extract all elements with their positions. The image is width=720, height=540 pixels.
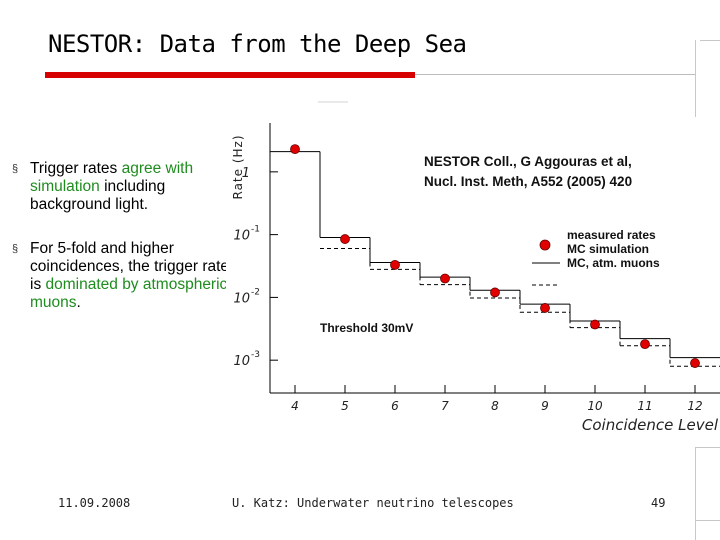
- measured-rate-point: [640, 339, 650, 350]
- x-tick-label: 8: [491, 399, 499, 413]
- chart-panel: 4 5 6 7 8 9 10 11 12 1 10 -1 10 -2 10 -3 Coincidence Lev…: [226, 117, 720, 447]
- frame-line: [695, 520, 720, 521]
- slide-title: NESTOR: Data from the Deep Sea: [48, 30, 467, 58]
- bullet-item: § Trigger rates agree with simulation inc…: [10, 160, 230, 214]
- measured-rate-point: [290, 144, 300, 155]
- bullet-text: For 5-fold and higher coincidences, the …: [30, 240, 230, 293]
- measured-rate-point: [540, 303, 550, 313]
- legend-marker-measured: [539, 239, 551, 251]
- legend-entry: measured rates: [567, 228, 656, 242]
- y-tick-label: 10: [233, 229, 250, 244]
- frame-line: [695, 447, 696, 540]
- threshold-annotation: Threshold 30mV: [320, 321, 413, 335]
- x-tick-label: 9: [541, 399, 549, 413]
- frame-line: [700, 40, 720, 41]
- x-tick-label: 12: [687, 399, 702, 413]
- y-axis-label: Rate (Hz): [231, 134, 245, 199]
- y-tick-exponent: -1: [251, 225, 260, 235]
- measured-rate-point: [340, 234, 350, 244]
- x-tick-label: 7: [441, 399, 449, 413]
- bullet-text: .: [76, 294, 81, 311]
- frame-line: [695, 447, 720, 448]
- x-axis-label: Coincidence Level: [582, 416, 719, 434]
- y-tick-label: 10: [233, 354, 250, 369]
- measured-rate-point: [690, 358, 700, 368]
- bullet-item: § For 5-fold and higher coincidences, the…: [10, 240, 230, 312]
- footer-date: 11.09.2008: [58, 496, 131, 510]
- measured-rate-point: [590, 319, 600, 330]
- bullet-text: Trigger rates: [30, 160, 122, 177]
- footer-author: U. Katz: Underwater neutrino telescopes: [232, 496, 514, 510]
- x-tick-label: 6: [391, 399, 399, 413]
- x-tick-label: 5: [341, 399, 349, 413]
- title-accent-highlight: [318, 101, 348, 103]
- y-tick-label: 1: [242, 166, 250, 181]
- bullet-marker-icon: §: [12, 243, 19, 255]
- y-tick-exponent: -2: [251, 287, 260, 297]
- reference-annotation: Nucl. Inst. Meth, A552 (2005) 420: [424, 174, 632, 189]
- legend-entry: MC, atm. muons: [567, 256, 660, 270]
- bullet-text: including background light.: [30, 178, 166, 213]
- y-tick-label: 10: [233, 291, 250, 306]
- footer-page-number: 49: [651, 496, 666, 510]
- bullet-marker-icon: §: [12, 163, 19, 175]
- bullet-highlight-text: agree with simulation: [30, 160, 194, 195]
- y-tick-exponent: -3: [251, 350, 260, 360]
- measured-rate-point: [490, 287, 500, 298]
- legend-entry: MC simulation: [567, 242, 649, 256]
- bullet-list: § Trigger rates agree with simulation inc…: [10, 160, 230, 338]
- bullet-highlight-text: dominated by atmospheric muons: [30, 276, 228, 311]
- frame-line: [695, 40, 696, 117]
- measured-rate-point: [440, 273, 450, 284]
- x-tick-label: 4: [291, 399, 299, 413]
- measured-rate-point: [390, 259, 400, 270]
- title-accent-bar: [45, 72, 415, 78]
- x-tick-label: 11: [637, 399, 652, 413]
- x-tick-label: 10: [587, 399, 603, 413]
- reference-annotation: NESTOR Coll., G Aggouras et al,: [424, 154, 632, 169]
